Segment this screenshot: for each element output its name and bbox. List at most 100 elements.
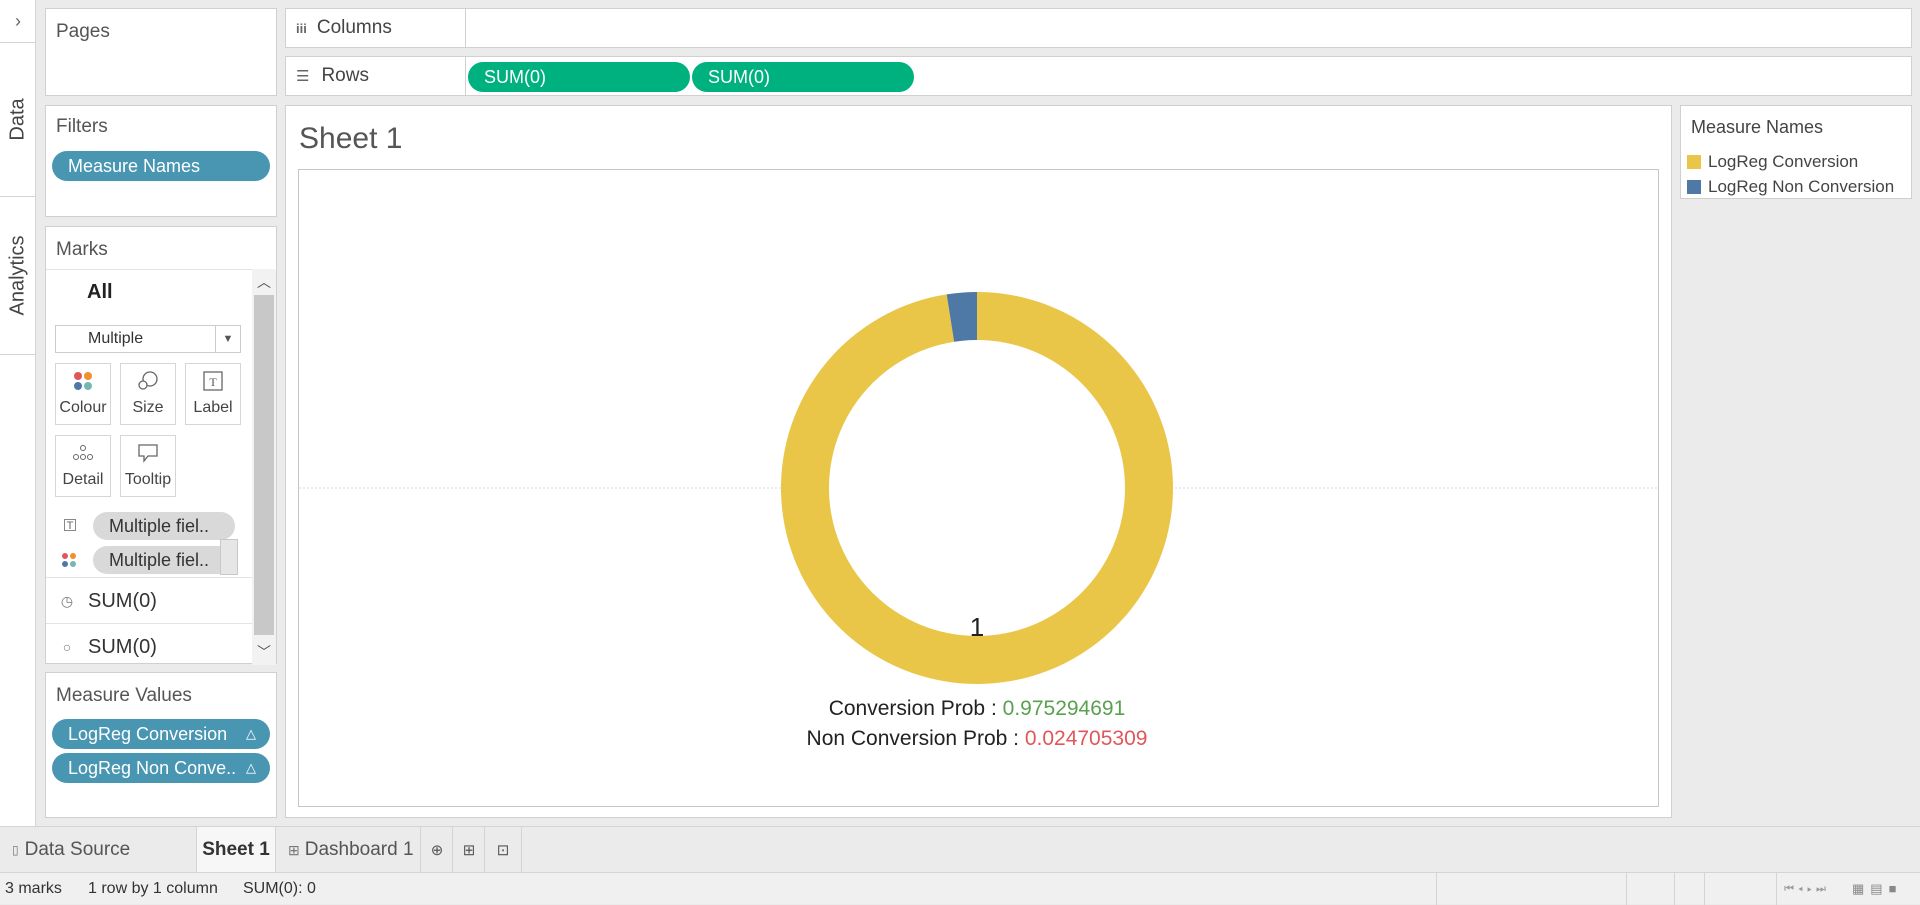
size-card[interactable]: Size (120, 363, 176, 425)
pages-title: Pages (56, 21, 110, 42)
chevron-down-icon: ▼ (215, 326, 240, 352)
circle-icon: ○ (62, 639, 72, 655)
columns-shelf[interactable]: iii Columns (285, 8, 1912, 48)
marks-row-label: SUM(0) (88, 635, 157, 658)
scroll-thumb[interactable] (254, 295, 274, 635)
scroll-down-icon[interactable]: ﹀ (257, 644, 271, 660)
pages-panel[interactable]: Pages (45, 8, 277, 96)
dashboard-icon: ⊞ (288, 841, 300, 858)
tooltip-icon (121, 436, 175, 470)
legend-item-non-conversion[interactable]: LogReg Non Conversion (1687, 177, 1894, 197)
status-dims: 1 row by 1 column (88, 880, 218, 897)
svg-text:T: T (209, 375, 217, 389)
columns-label-text: Columns (316, 17, 392, 38)
legend-swatch (1687, 155, 1701, 169)
marks-row-sum-1[interactable]: ◷ SUM(0) (46, 577, 252, 624)
color-legend[interactable]: Measure Names LogReg Conversion LogReg N… (1680, 105, 1912, 199)
size-icon (121, 364, 175, 398)
new-worksheet-icon[interactable]: ⊕ (420, 827, 453, 873)
field-list-scrollbar[interactable] (220, 539, 238, 575)
measure-pill-label: LogReg Conversion (68, 724, 228, 744)
tab-data-source-label: Data Source (24, 839, 131, 860)
status-divider (1704, 873, 1777, 905)
colour-label: Colour (59, 399, 107, 416)
colour-card[interactable]: Colour (55, 363, 111, 425)
tab-dashboard-label: Dashboard 1 (304, 839, 414, 860)
database-icon: ▯ (12, 843, 19, 857)
status-divider (1626, 873, 1675, 905)
non-conversion-annotation-value: 0.024705309 (1025, 727, 1148, 750)
status-divider (1674, 873, 1705, 905)
mark-type-dropdown[interactable]: Multiple ▼ (55, 325, 241, 353)
detail-card[interactable]: Detail (55, 435, 111, 497)
tooltip-card[interactable]: Tooltip (120, 435, 176, 497)
rows-icon: ☰ (296, 68, 310, 85)
filter-pill-measure-names[interactable]: Measure Names (52, 151, 270, 181)
conversion-annotation-value: 0.975294691 (1003, 697, 1126, 720)
data-tab[interactable]: Data (0, 42, 36, 197)
colour-icon (56, 364, 110, 398)
view-toggle-icons[interactable]: ▦▤■ (1852, 881, 1903, 896)
non-conversion-annotation: Non Conversion Prob : 0.024705309 (807, 727, 1148, 750)
rows-label-text: Rows (321, 65, 369, 86)
status-bar: 3 marks 1 row by 1 column SUM(0): 0 ⏮◂▸⏭… (0, 872, 1920, 905)
donut-hole (829, 340, 1125, 636)
delta-icon: △ (246, 760, 256, 775)
expand-chevron-icon[interactable]: › (0, 0, 36, 43)
tab-sheet-1[interactable]: Sheet 1 (196, 827, 276, 873)
donut-chart[interactable]: 1 Conversion Prob : 0.975294691 Non Conv… (299, 170, 1658, 806)
text-label-icon: T (186, 364, 240, 398)
label-field-pill[interactable]: Multiple fiel.. (93, 512, 235, 540)
sheet-tab-bar: ▯ Data Source Sheet 1 ⊞ Dashboard 1 ⊕ ⊞ … (0, 826, 1920, 873)
measure-pill-non-conversion[interactable]: LogReg Non Conve.. △ (52, 753, 270, 783)
marks-row-sum-2[interactable]: ○ SUM(0) (46, 623, 252, 670)
scroll-up-icon[interactable]: ︿ (257, 274, 271, 290)
rows-pill-sum-2[interactable]: SUM(0) (692, 62, 914, 92)
rows-shelf-label: ☰ Rows (286, 57, 466, 95)
tab-data-source[interactable]: ▯ Data Source (12, 827, 130, 873)
marks-panel: Marks All Multiple ▼ Colour Size T Label… (45, 226, 278, 665)
status-divider (1436, 873, 1627, 905)
measure-pill-label: LogReg Non Conve.. (68, 758, 237, 778)
sheet-title[interactable]: Sheet 1 (299, 122, 403, 155)
status-marks: 3 marks (5, 880, 62, 897)
new-story-icon[interactable]: ⊡ (484, 827, 522, 873)
data-tab-label: Data (6, 97, 29, 141)
side-tab-strip: › Data Analytics (0, 0, 36, 826)
conversion-annotation-label: Conversion Prob : (829, 697, 997, 720)
text-field-icon: T (64, 519, 76, 532)
tooltip-label: Tooltip (124, 471, 172, 488)
colour-field-icon (61, 552, 77, 573)
sheet-view: Sheet 1 1 Conversion Prob : 0.975294691 … (285, 105, 1672, 818)
filters-panel[interactable]: Filters Measure Names (45, 105, 277, 217)
legend-item-label: LogReg Conversion (1708, 152, 1859, 171)
columns-shelf-label: iii Columns (286, 9, 466, 47)
label-card[interactable]: T Label (185, 363, 241, 425)
label-label: Label (193, 399, 233, 416)
new-dashboard-icon[interactable]: ⊞ (452, 827, 485, 873)
analytics-tab-label: Analytics (6, 234, 29, 316)
marks-row-label: SUM(0) (88, 589, 157, 612)
measure-values-panel[interactable]: Measure Values LogReg Conversion △ LogRe… (45, 672, 277, 818)
detail-icon (56, 436, 110, 470)
rows-pill-sum-1[interactable]: SUM(0) (468, 62, 690, 92)
non-conversion-annotation-label: Non Conversion Prob : (807, 727, 1019, 750)
legend-item-conversion[interactable]: LogReg Conversion (1687, 152, 1858, 172)
sheet-nav-arrows-icon[interactable]: ⏮◂▸⏭ (1776, 873, 1837, 905)
measure-pill-conversion[interactable]: LogReg Conversion △ (52, 719, 270, 749)
marks-scrollbar[interactable]: ︿ ﹀ (252, 269, 276, 665)
columns-icon: iii (296, 20, 307, 36)
tab-dashboard-1[interactable]: ⊞ Dashboard 1 (288, 827, 414, 873)
detail-label: Detail (62, 471, 104, 488)
pie-icon: ◷ (60, 592, 74, 609)
filters-title: Filters (56, 116, 108, 137)
analytics-tab[interactable]: Analytics (0, 196, 36, 355)
rows-shelf[interactable]: ☰ Rows SUM(0) SUM(0) (285, 56, 1912, 96)
center-label: 1 (970, 612, 984, 642)
chart-pane[interactable]: 1 Conversion Prob : 0.975294691 Non Conv… (298, 169, 1659, 807)
status-sum: SUM(0): 0 (243, 880, 316, 897)
mark-type-value: Multiple (88, 330, 144, 347)
marks-all-label[interactable]: All (87, 281, 113, 303)
colour-field-pill[interactable]: Multiple fiel.. (93, 546, 235, 574)
legend-title: Measure Names (1691, 117, 1824, 137)
